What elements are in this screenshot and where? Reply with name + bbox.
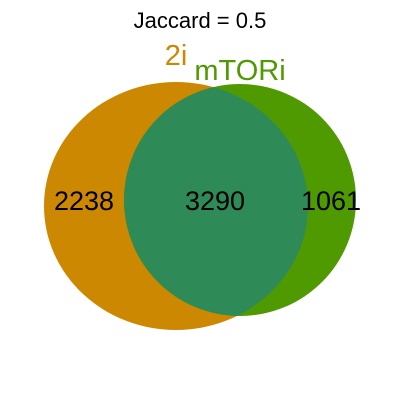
count-intersection: 3290 bbox=[185, 186, 245, 216]
set-label-mtori: mTORi bbox=[194, 55, 285, 87]
count-only-2i: 2238 bbox=[54, 186, 114, 216]
count-only-mtori: 1061 bbox=[301, 186, 361, 216]
diagram-title: Jaccard = 0.5 bbox=[134, 8, 267, 33]
set-label-2i: 2i bbox=[165, 40, 188, 72]
